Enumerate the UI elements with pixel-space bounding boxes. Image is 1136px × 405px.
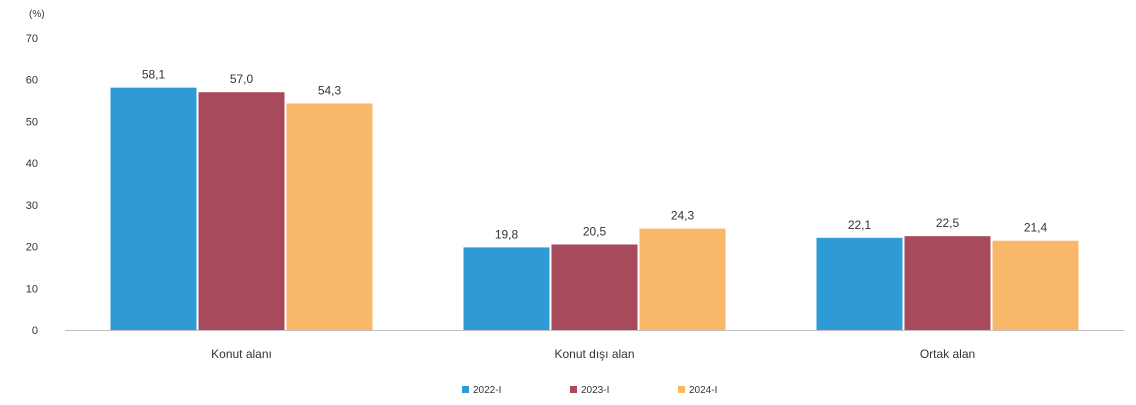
y-tick-label: 10 bbox=[26, 283, 38, 295]
data-label: 22,1 bbox=[848, 218, 872, 232]
bar bbox=[463, 247, 550, 330]
legend-label: 2023-I bbox=[581, 385, 609, 396]
y-axis-unit-label: (%) bbox=[29, 9, 45, 20]
data-label: 57,0 bbox=[230, 72, 254, 86]
x-category-label: Konut dışı alan bbox=[554, 347, 634, 361]
y-tick-label: 20 bbox=[26, 242, 38, 254]
value-labels: 58,1 57,0 54,3 19,8 20,5 24,3 22,1 22,5 21,4 bbox=[142, 68, 1048, 242]
bars bbox=[110, 87, 1079, 331]
y-tick-label: 50 bbox=[26, 116, 38, 128]
data-label: 20,5 bbox=[583, 224, 607, 238]
y-axis: 0 10 20 30 40 50 60 70 bbox=[26, 33, 38, 337]
legend: 2022-I 2023-I 2024-I bbox=[462, 385, 717, 396]
legend-swatch bbox=[570, 386, 577, 393]
bar bbox=[551, 244, 638, 330]
y-tick-label: 70 bbox=[26, 33, 38, 45]
legend-swatch bbox=[462, 386, 469, 393]
bar bbox=[198, 92, 285, 330]
y-tick-label: 30 bbox=[26, 200, 38, 212]
x-category-label: Ortak alan bbox=[920, 347, 975, 361]
bar bbox=[286, 103, 373, 331]
y-tick-label: 40 bbox=[26, 158, 38, 170]
data-label: 58,1 bbox=[142, 68, 166, 82]
bar bbox=[639, 228, 726, 330]
y-tick-label: 0 bbox=[32, 325, 38, 337]
bar bbox=[904, 236, 991, 330]
legend-label: 2022-I bbox=[473, 385, 501, 396]
y-tick-label: 60 bbox=[26, 75, 38, 87]
x-axis: Konut alanı Konut dışı alan Ortak alan bbox=[211, 347, 975, 361]
bar bbox=[992, 240, 1079, 330]
legend-label: 2024-I bbox=[689, 385, 717, 396]
data-label: 19,8 bbox=[495, 227, 519, 241]
data-label: 21,4 bbox=[1024, 221, 1048, 235]
bar bbox=[110, 87, 197, 330]
x-category-label: Konut alanı bbox=[211, 347, 272, 361]
bar bbox=[816, 237, 903, 330]
data-label: 24,3 bbox=[671, 209, 695, 223]
data-label: 22,5 bbox=[936, 216, 960, 230]
data-label: 54,3 bbox=[318, 83, 342, 97]
legend-swatch bbox=[678, 386, 685, 393]
